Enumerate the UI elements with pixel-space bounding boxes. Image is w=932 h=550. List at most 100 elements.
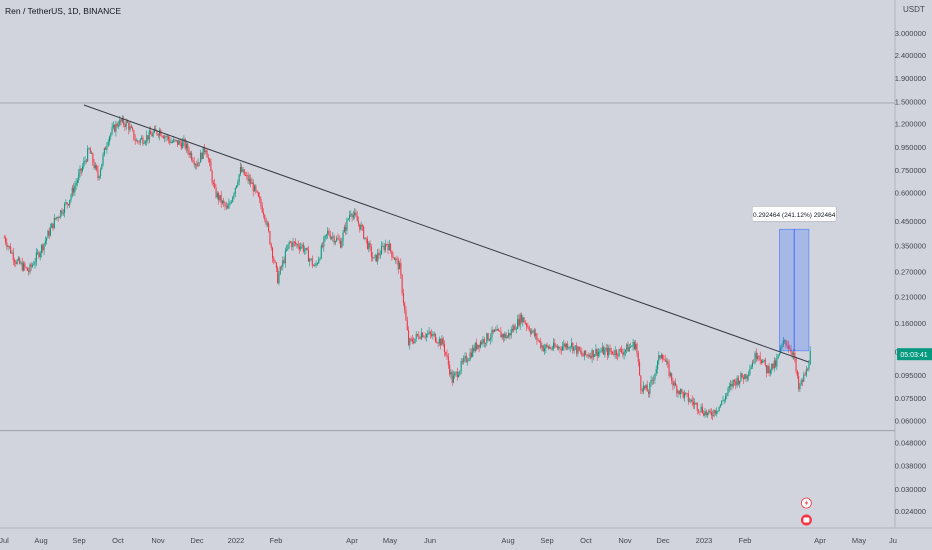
candle [703,410,705,417]
candle [284,247,286,268]
candle [102,152,104,167]
candle [641,388,643,395]
candle [251,177,253,184]
y-tick-label: 0.038000 [895,462,926,471]
x-tick-label: May [852,536,866,545]
candle [82,163,84,173]
candle [577,346,579,357]
event-flash-icon[interactable] [801,497,812,509]
candle [763,359,765,363]
candle [386,243,388,247]
candle [295,238,297,247]
candle [588,353,590,358]
candle [336,235,338,243]
candle [263,208,265,219]
candle [224,201,226,211]
candle [332,232,334,242]
candle [383,243,385,253]
candle [633,340,635,351]
candle [705,409,707,417]
candle [651,377,653,385]
candle [500,327,502,338]
candle [60,209,62,219]
candle [482,336,484,347]
y-tick-label: 0.160000 [895,319,926,328]
candle [486,332,488,346]
candle [464,352,466,363]
candle [531,328,533,335]
candle [372,252,374,262]
candle [311,255,313,269]
candle [648,389,650,398]
candle [623,348,625,360]
trendline[interactable] [83,104,810,363]
candle [668,359,670,379]
candle [725,393,727,403]
event-earnings-icon[interactable] [800,514,812,526]
candle [274,260,276,264]
candle [391,250,393,261]
x-tick-label: Apr [346,536,358,545]
candle [382,242,384,247]
candle [268,221,270,233]
candle [256,190,258,194]
candle [691,395,693,407]
candle [80,168,82,176]
x-tick-label: Jun [424,536,436,545]
candle [166,134,168,141]
candle [142,135,144,146]
candle [275,262,277,272]
candle [410,336,412,342]
candle [478,344,480,353]
candle [680,388,682,399]
candle [748,370,750,381]
x-tick-label: Apr [814,536,826,545]
candle [283,256,285,265]
candle [564,341,566,351]
x-tick-label: Sep [72,536,85,545]
candle [404,301,406,314]
candle [431,329,433,338]
candle [510,326,512,339]
candle [162,134,164,139]
candle [522,314,524,327]
candle [600,347,602,353]
candle [148,126,150,144]
candle [305,247,307,255]
candle [107,138,109,147]
candle [733,379,735,386]
candle [273,256,275,265]
candle [418,331,420,340]
candle [713,409,715,418]
candle [742,375,744,384]
candle [671,372,673,385]
candle [658,351,660,365]
candle [395,257,397,264]
candle [337,233,339,240]
candle [379,250,381,259]
candle [177,140,179,148]
candle [757,352,759,361]
candle [649,381,651,398]
candle [420,327,422,341]
candle [28,267,30,276]
y-tick-label: 0.048000 [895,438,926,447]
candle [477,344,479,350]
candle [689,397,691,403]
candle [286,244,288,252]
candle [576,342,578,357]
candle [772,363,774,370]
candle [297,240,299,250]
candle [180,139,182,151]
candle [179,138,181,146]
candle [16,258,18,265]
candle [178,139,180,145]
x-tick-label: Jul [0,536,9,545]
candle [762,358,764,364]
candle [804,371,806,376]
candle [456,367,458,381]
candle [645,383,647,391]
candle [71,185,73,198]
candle [193,157,195,168]
